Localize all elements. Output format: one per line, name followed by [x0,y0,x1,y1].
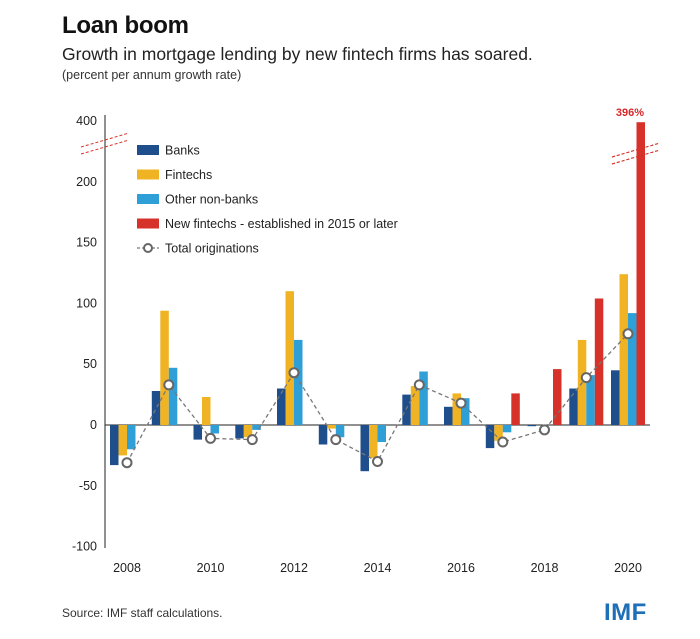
bar [402,394,411,425]
bar [151,391,161,425]
total-originations-point [580,372,592,384]
legend-swatch [137,145,159,155]
total-originations-point [455,397,467,409]
bar [127,425,136,450]
legend-label: Total originations [165,242,259,256]
bar [377,425,386,442]
bar [168,367,178,425]
axis-break-over-bar [611,149,661,165]
bar [586,375,595,425]
bar [285,291,294,425]
bar [235,425,244,439]
bar [444,406,453,425]
imf-logo: IMF [604,599,647,626]
total-originations-point [413,379,425,391]
bar [494,425,503,441]
x-tick-label: 2010 [197,561,225,575]
bar [619,274,628,425]
bar [452,393,461,425]
total-originations-point [205,432,216,444]
y-tick-label: 50 [83,357,97,371]
y-tick-label: 0 [90,418,97,432]
bar [160,310,169,425]
bar [210,425,219,434]
chart-title: Loan boom [62,12,189,39]
legend-label: New fintechs - established in 2015 or la… [165,217,398,231]
total-originations-point [288,367,300,379]
axis-break-left [80,132,130,148]
bar [594,298,604,425]
bar [553,369,562,425]
bar [243,425,253,438]
total-originations-point [497,436,509,448]
total-originations-point [372,456,383,467]
y-tick-label: 150 [76,236,97,250]
bar [118,425,127,456]
bar [252,425,261,430]
bar [410,386,420,425]
bar [502,425,512,433]
x-tick-label: 2020 [614,561,642,575]
bar [419,371,428,425]
axis-break-over-bar [611,142,661,158]
bar [461,398,470,425]
total-originations-point [246,434,258,446]
annotation-label: 396% [616,107,644,119]
source-note: Source: IMF staff calculations. [62,606,223,620]
x-tick-label: 2012 [280,561,308,575]
bar [485,425,495,449]
legend-swatch [137,169,159,180]
total-originations-point [121,457,133,469]
bar [611,370,620,425]
bar [202,397,211,425]
legend-label: Banks [165,144,200,158]
x-tick-label: 2016 [447,561,475,575]
x-tick-label: 2008 [113,561,141,575]
total-originations-point [622,328,634,340]
bar [628,313,637,425]
bar [318,425,328,445]
bar-chart: 400 200 150 100 50 0 -50 -100 2008 2010 2012 2014 20… [72,107,661,575]
x-tick-label: 2014 [364,561,392,575]
bar [527,425,536,427]
legend-swatch [137,194,159,204]
chart-subtitle: Growth in mortgage lending by new fintec… [62,44,533,64]
bar [327,425,336,429]
bar [636,122,645,425]
legend-swatch [137,218,159,229]
bar [335,425,345,438]
bar [294,339,303,425]
y-tick-label: 100 [76,296,97,310]
legend-marker-swatch [143,243,153,253]
bar [569,388,578,425]
x-tick-label: 2018 [531,561,559,575]
total-originations-point [330,434,342,446]
y-tick-label: 400 [76,114,97,128]
bar [369,425,378,458]
y-tick-label: 200 [76,175,97,189]
bar [277,388,286,425]
legend-label: Fintechs [165,168,212,182]
bar [110,425,119,466]
total-originations-point [539,424,550,436]
axis-break-left [80,139,130,155]
y-tick-label: -100 [72,540,97,554]
bar [193,425,202,440]
legend-label: Other non-banks [165,193,258,207]
bar [360,425,369,472]
units-note: (percent per annum growth rate) [62,68,242,82]
total-originations-point [163,379,175,391]
y-tick-label: -50 [79,479,97,493]
bar [511,393,520,425]
